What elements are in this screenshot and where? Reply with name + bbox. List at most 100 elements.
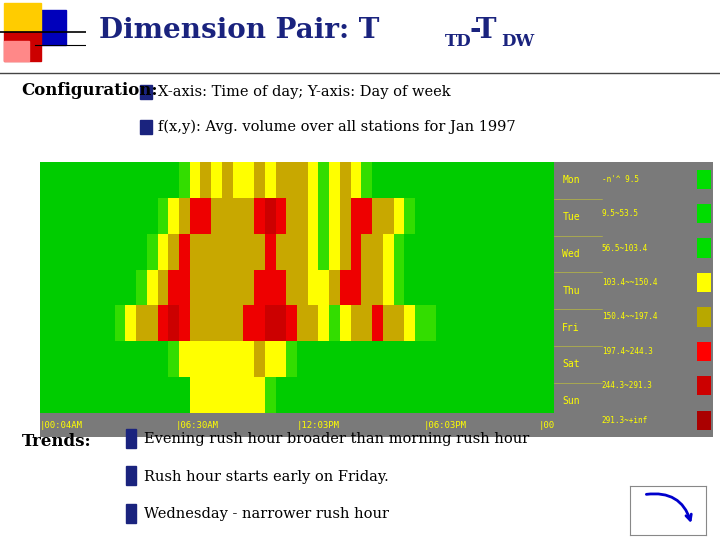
Bar (426, 306, 436, 341)
Bar (4, 32, 40, 61)
Bar (50, 198, 61, 234)
Bar (340, 198, 351, 234)
Bar (490, 162, 501, 198)
Bar (511, 377, 522, 413)
Bar (544, 306, 554, 341)
Bar (426, 377, 436, 413)
Bar (490, 377, 501, 413)
Bar (276, 341, 287, 377)
Bar (200, 341, 211, 377)
Bar (179, 198, 190, 234)
Bar (697, 204, 711, 223)
Bar (404, 269, 415, 306)
Bar (200, 198, 211, 234)
Text: TD: TD (444, 33, 471, 50)
Bar (276, 269, 287, 306)
Bar (158, 306, 168, 341)
Bar (383, 198, 394, 234)
Bar (276, 198, 287, 234)
Text: Tue: Tue (562, 212, 580, 222)
Bar (50, 269, 61, 306)
Text: Dimension Pair: T: Dimension Pair: T (99, 17, 379, 44)
Bar (114, 306, 125, 341)
Bar (190, 306, 200, 341)
Bar (254, 341, 265, 377)
Bar (222, 341, 233, 377)
Bar (501, 377, 511, 413)
Bar (447, 269, 458, 306)
Bar (126, 504, 136, 523)
Bar (125, 306, 136, 341)
Bar (361, 162, 372, 198)
Bar (104, 377, 114, 413)
Bar (372, 269, 383, 306)
Bar (233, 198, 243, 234)
Bar (125, 162, 136, 198)
Bar (544, 234, 554, 269)
Bar (447, 341, 458, 377)
Bar (265, 377, 276, 413)
Bar (383, 306, 394, 341)
Bar (4, 42, 29, 61)
Bar (329, 198, 340, 234)
Bar (93, 306, 104, 341)
Bar (158, 162, 168, 198)
Bar (72, 306, 83, 341)
Bar (329, 306, 340, 341)
Bar (179, 341, 190, 377)
Bar (40, 234, 50, 269)
Bar (4, 3, 40, 31)
Bar (404, 198, 415, 234)
Bar (447, 377, 458, 413)
Bar (190, 234, 200, 269)
Bar (222, 198, 233, 234)
Bar (544, 377, 554, 413)
Bar (394, 306, 404, 341)
Bar (114, 162, 125, 198)
Bar (265, 341, 276, 377)
Bar (351, 198, 361, 234)
Bar (501, 234, 511, 269)
Bar (168, 198, 179, 234)
Bar (436, 198, 447, 234)
Bar (222, 269, 233, 306)
Bar (50, 377, 61, 413)
Text: |06:30AM: |06:30AM (176, 421, 219, 430)
Bar (233, 341, 243, 377)
Bar (61, 341, 72, 377)
Bar (329, 341, 340, 377)
Bar (93, 162, 104, 198)
Bar (522, 306, 533, 341)
Text: f(x,y): Avg. volume over all stations for Jan 1997: f(x,y): Avg. volume over all stations fo… (158, 120, 516, 134)
Bar (211, 306, 222, 341)
Bar (318, 198, 329, 234)
Bar (501, 269, 511, 306)
Bar (307, 162, 318, 198)
Bar (168, 377, 179, 413)
Bar (544, 341, 554, 377)
Bar (287, 341, 297, 377)
Bar (511, 162, 522, 198)
Bar (265, 198, 276, 234)
Bar (30, 10, 66, 45)
Bar (490, 341, 501, 377)
Bar (233, 234, 243, 269)
Bar (61, 269, 72, 306)
Bar (511, 306, 522, 341)
Text: -T: -T (469, 17, 498, 44)
Bar (104, 198, 114, 234)
Text: 291.3~+inf: 291.3~+inf (602, 416, 648, 424)
Bar (233, 269, 243, 306)
Bar (233, 306, 243, 341)
Text: 9.5~53.5: 9.5~53.5 (602, 209, 639, 218)
Bar (340, 306, 351, 341)
Bar (72, 269, 83, 306)
Bar (190, 198, 200, 234)
Text: Rush hour starts early on Friday.: Rush hour starts early on Friday. (144, 470, 389, 484)
Bar (276, 234, 287, 269)
Bar (222, 162, 233, 198)
Bar (436, 234, 447, 269)
Bar (179, 269, 190, 306)
Text: Trends:: Trends: (22, 433, 91, 450)
Bar (83, 269, 93, 306)
